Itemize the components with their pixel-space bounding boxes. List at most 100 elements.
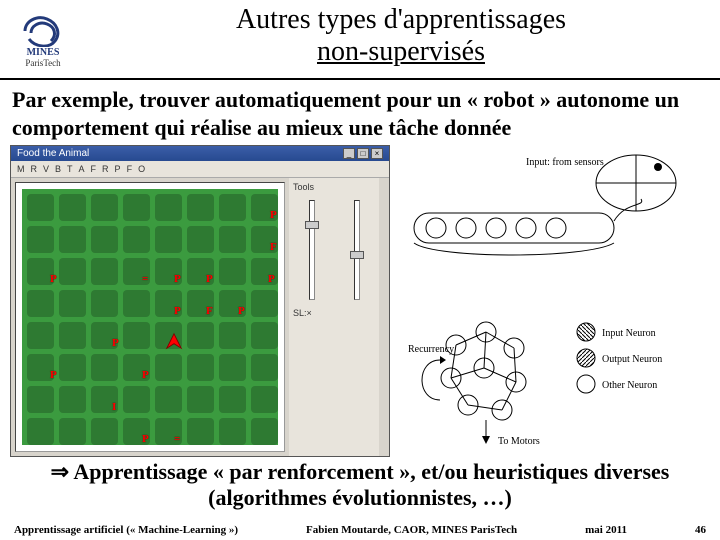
grid-label: P	[112, 337, 119, 349]
grid-cell	[123, 194, 150, 221]
grid-label: F	[270, 241, 277, 253]
maximize-icon[interactable]: □	[357, 148, 369, 159]
grid-cell	[219, 322, 246, 349]
agent-icon	[165, 332, 183, 350]
figure-row: Food the Animal _ □ × M R V B T A F R P …	[0, 145, 720, 457]
footer-mid: Fabien Moutarde, CAOR, MINES ParisTech	[306, 524, 517, 536]
conclusion-text: Apprentissage « par renforcement », et/o…	[69, 459, 669, 510]
grid-label: P	[174, 273, 181, 285]
grid-cell	[155, 386, 182, 413]
logo: MINES ParisTech	[4, 4, 82, 76]
toolbar-item[interactable]: R	[31, 164, 38, 174]
grid-cell	[155, 354, 182, 381]
logo-text-bottom: ParisTech	[25, 58, 60, 68]
grid-label: P	[270, 209, 277, 221]
toolbar-item[interactable]: V	[43, 164, 49, 174]
footer-date: mai 2011	[585, 524, 627, 536]
network-diagram: Input: from sensors	[406, 145, 710, 457]
header: MINES ParisTech Autres types d'apprentis…	[0, 0, 720, 80]
grid-label: P	[238, 305, 245, 317]
toolbar-item[interactable]: F	[91, 164, 97, 174]
grid-cell	[27, 322, 54, 349]
toolbar-item[interactable]: T	[67, 164, 73, 174]
toolbar-item[interactable]: M	[17, 164, 25, 174]
slider-2[interactable]	[354, 200, 360, 300]
toolbar-item[interactable]: F	[127, 164, 133, 174]
grid-cell	[91, 290, 118, 317]
net-top: Input: from sensors	[406, 151, 710, 266]
grid-label: P	[206, 273, 213, 285]
page-number: 46	[695, 524, 706, 536]
toolbar-item[interactable]: P	[115, 164, 121, 174]
grid-label: =	[142, 273, 148, 285]
grid-cell	[27, 418, 54, 445]
grid-cell	[251, 386, 278, 413]
grid-cell	[59, 354, 86, 381]
toolbar-item[interactable]: A	[79, 164, 85, 174]
title-line-1: Autres types d'apprentissages	[82, 4, 720, 36]
toolbar-item[interactable]: R	[102, 164, 109, 174]
net-bottom: Recurrency Input Neuron Output Neuron Ot…	[406, 310, 710, 455]
grid-cell	[91, 194, 118, 221]
grid-cell	[91, 258, 118, 285]
toolbar-item[interactable]: B	[55, 164, 61, 174]
svg-text:Output Neuron: Output Neuron	[602, 354, 662, 365]
grid-label: F	[206, 305, 213, 317]
grid-cell	[123, 226, 150, 253]
title-line-2: non-supervisés	[82, 36, 720, 68]
sim-toolbar: M R V B T A F R P F O	[11, 161, 389, 178]
toolbar-item[interactable]: O	[138, 164, 145, 174]
grid-cell	[219, 386, 246, 413]
window-buttons: _ □ ×	[343, 148, 383, 159]
grid-cell	[27, 226, 54, 253]
grid-cell	[187, 226, 214, 253]
grid-cell	[219, 258, 246, 285]
grid-label: I	[112, 401, 116, 413]
grid-cell	[123, 386, 150, 413]
minimize-icon[interactable]: _	[343, 148, 355, 159]
grid-label: P	[174, 305, 181, 317]
sensor-diagram-icon: Input: from sensors	[406, 151, 686, 261]
grid-cell	[59, 226, 86, 253]
grid-cell	[27, 290, 54, 317]
grid-cell	[219, 226, 246, 253]
sim-window: Food the Animal _ □ × M R V B T A F R P …	[10, 145, 390, 457]
logo-text-top: MINES	[25, 47, 62, 58]
side-label: Tools	[293, 182, 375, 192]
svg-text:Input Neuron: Input Neuron	[602, 328, 656, 339]
grid-label: P	[142, 369, 149, 381]
conclusion: ⇒ Apprentissage « par renforcement », et…	[0, 457, 720, 512]
grid-cell	[155, 226, 182, 253]
sim-title-text: Food the Animal	[17, 148, 89, 159]
side-panel: Tools SL:×	[289, 178, 379, 456]
grid-cell	[59, 322, 86, 349]
grid-label: P	[142, 433, 149, 445]
grid-cell	[187, 354, 214, 381]
grid-label: P	[50, 273, 57, 285]
mines-logo-icon	[21, 13, 65, 49]
svg-text:Recurrency: Recurrency	[408, 344, 454, 355]
network-graph-icon: Recurrency Input Neuron Output Neuron Ot…	[406, 310, 696, 450]
grid-cell	[59, 290, 86, 317]
grid-cell	[187, 386, 214, 413]
footer: Apprentissage artificiel (« Machine-Lear…	[0, 524, 720, 536]
arrow-icon: ⇒	[51, 459, 69, 484]
grid-cell	[219, 194, 246, 221]
grid-cell	[27, 194, 54, 221]
grid-cell	[91, 354, 118, 381]
slider-1[interactable]	[309, 200, 315, 300]
grid-cell	[219, 354, 246, 381]
grid-cell	[27, 386, 54, 413]
grid-cell	[59, 258, 86, 285]
sim-body: P=PPPPFPPPPIP=FP Tools SL:×	[11, 178, 389, 456]
sim-titlebar: Food the Animal _ □ ×	[11, 146, 389, 161]
footer-left: Apprentissage artificiel (« Machine-Lear…	[14, 524, 238, 536]
grid-label: =	[174, 433, 180, 445]
grid-cell	[59, 386, 86, 413]
grid-cell	[251, 354, 278, 381]
grid-panel: P=PPPPFPPPPIP=FP	[15, 182, 285, 452]
grid-cell	[187, 418, 214, 445]
close-icon[interactable]: ×	[371, 148, 383, 159]
grid-cell	[187, 194, 214, 221]
grid-cell	[187, 322, 214, 349]
